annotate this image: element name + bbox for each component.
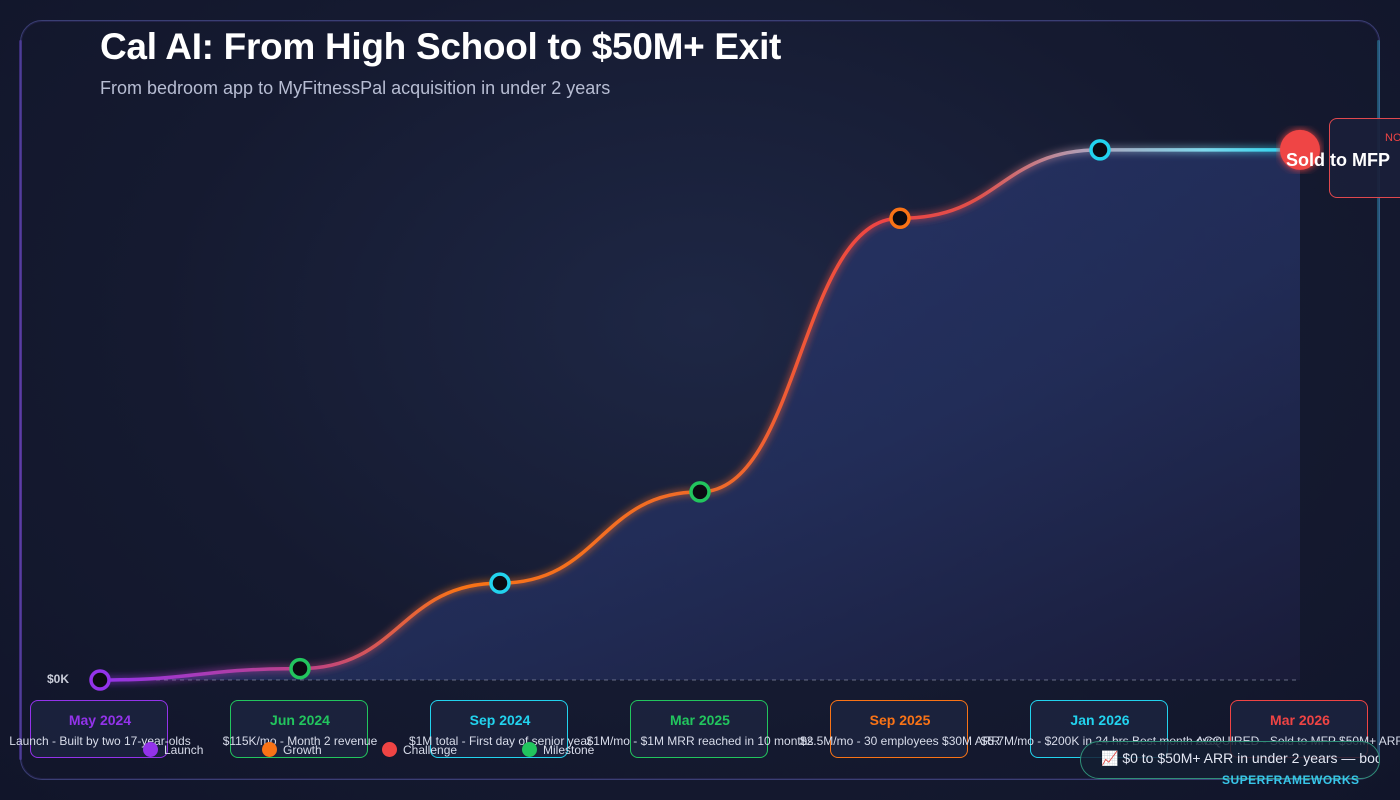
point-description: $2.5M/mo - 30 employees $30M ARR — [799, 734, 1001, 748]
date-card[interactable] — [830, 700, 968, 758]
legend-launch: Launch — [143, 742, 203, 757]
data-point-sep-2024[interactable] — [489, 572, 511, 594]
legend-dot-icon — [522, 742, 537, 757]
legend-label: Milestone — [543, 742, 595, 757]
date-card-label: Jan 2026 — [1070, 712, 1130, 728]
revenue-line — [99, 148, 1300, 682]
chart-title: Cal AI: From High School to $50M+ Exit — [100, 26, 782, 67]
date-card[interactable] — [430, 700, 568, 758]
point-description: $115K/mo - Month 2 revenue — [222, 734, 378, 748]
now-tag: NOW — [1385, 132, 1400, 144]
point-description: $1M total - First day of senior year — [408, 734, 592, 748]
date-card-label: Sep 2025 — [869, 712, 931, 728]
data-point-mar-2025[interactable] — [689, 481, 711, 503]
frame-glow-left — [19, 40, 22, 760]
legend-dot-icon — [382, 742, 397, 757]
legend-dot-icon — [143, 742, 158, 757]
summary-pill: 📈 $0 to $50M+ ARR in under 2 years — boo… — [1080, 741, 1380, 779]
data-point-sep-2025[interactable] — [889, 207, 911, 230]
date-card[interactable] — [230, 700, 368, 758]
data-point-jun-2024[interactable] — [289, 657, 311, 680]
now-card — [1329, 118, 1400, 198]
date-card[interactable] — [630, 700, 768, 758]
date-card-label: Sep 2024 — [469, 712, 531, 728]
legend-growth: Growth — [262, 742, 322, 757]
data-point-mar-2026[interactable] — [1280, 129, 1320, 170]
data-point-jan-2026[interactable] — [1089, 139, 1111, 161]
legend-milestone: Milestone — [522, 742, 594, 757]
chart-subtitle: From bedroom app to MyFitnessPal acquisi… — [100, 78, 611, 98]
date-card-label: Mar 2026 — [1270, 712, 1330, 728]
date-card-label: May 2024 — [68, 712, 132, 728]
legend-challenge: Challenge — [382, 742, 457, 757]
date-card-label: Jun 2024 — [270, 712, 330, 728]
point-description: $1M/mo - $1M MRR reached in 10 months — [586, 734, 814, 748]
data-point-may-2024[interactable] — [89, 669, 111, 691]
legend-label: Growth — [283, 742, 322, 757]
legend-label: Challenge — [403, 742, 458, 757]
y-axis-label: $0K — [47, 672, 70, 686]
date-card-label: Mar 2025 — [670, 712, 730, 728]
brand-label: SUPERFRAMEWORKS — [1222, 773, 1360, 787]
now-text: Sold to MFP — [1286, 150, 1390, 170]
legend-label: Launch — [164, 742, 204, 757]
legend-dot-icon — [262, 742, 277, 757]
area-fill — [100, 149, 1300, 680]
frame-glow-right — [1377, 40, 1380, 760]
